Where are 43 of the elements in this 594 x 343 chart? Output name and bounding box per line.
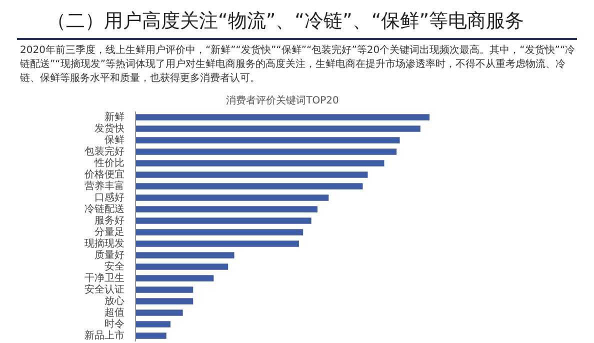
y-tick-label: 质量好 xyxy=(94,248,124,261)
y-tick-label: 性价比 xyxy=(94,156,124,169)
y-tick-label: 价格便宜 xyxy=(84,168,124,180)
y-tick-label: 服务好 xyxy=(94,214,124,226)
text: 2020年前三季度，线上生鲜用户评价中，“新鲜”“发货快”“保鲜”“包装完好”等20个关键词出现频次最高。其中，“发货快”“冷链配送”“现摘现发”等热词体现了用户对生鲜电商服务的高度关注，生鲜电商在提升市场渗透率时，不得不从重考虑物流、冷链、保鲜等服务水平和质量，也获得更多消费者认可。 xyxy=(20,44,576,86)
bar xyxy=(136,218,312,224)
y-tick-label: 干净卫生 xyxy=(84,272,124,284)
bar xyxy=(136,126,420,132)
y-tick-label: 放心 xyxy=(104,294,124,307)
y-tick-label: 安全 xyxy=(104,260,124,272)
bar xyxy=(136,137,400,144)
bar xyxy=(136,240,299,247)
y-tick-label: 包装完好 xyxy=(84,145,124,158)
bar xyxy=(136,332,166,339)
bar xyxy=(136,194,329,201)
bar xyxy=(136,183,363,190)
bar xyxy=(136,252,234,258)
bar xyxy=(136,310,183,316)
y-tick-label: 新品上市 xyxy=(84,329,124,342)
y-tick-label: 口感好 xyxy=(94,191,124,204)
y-tick-label: 超值 xyxy=(104,306,124,318)
bar xyxy=(136,148,397,155)
bar xyxy=(136,286,194,293)
y-tick-label: 安全认证 xyxy=(84,283,124,296)
chart-title: （二）用户高度关注“物流”、“冷链”、“保鲜”等电商服务 xyxy=(47,9,524,34)
y-tick-label: 营养丰富 xyxy=(84,180,124,192)
bar xyxy=(136,172,368,178)
chart-subtitle: 消费者评价关键词TOP20 xyxy=(226,94,339,106)
y-tick-label: 发货快 xyxy=(94,122,124,134)
bar xyxy=(136,229,304,236)
bar xyxy=(136,114,430,120)
bar xyxy=(136,160,384,166)
y-tick-label: 新鲜 xyxy=(104,110,124,123)
bar xyxy=(136,321,170,328)
y-tick-label: 现摘现发 xyxy=(84,237,124,250)
bar xyxy=(136,298,194,304)
y-tick-label: 分量足 xyxy=(94,226,124,238)
bar xyxy=(136,264,228,270)
y-tick-label: 冷链配送 xyxy=(84,202,124,215)
bar xyxy=(136,275,214,282)
bar xyxy=(136,206,318,212)
y-tick-label: 时令 xyxy=(104,318,124,330)
y-tick-label: 保鲜 xyxy=(104,134,124,146)
